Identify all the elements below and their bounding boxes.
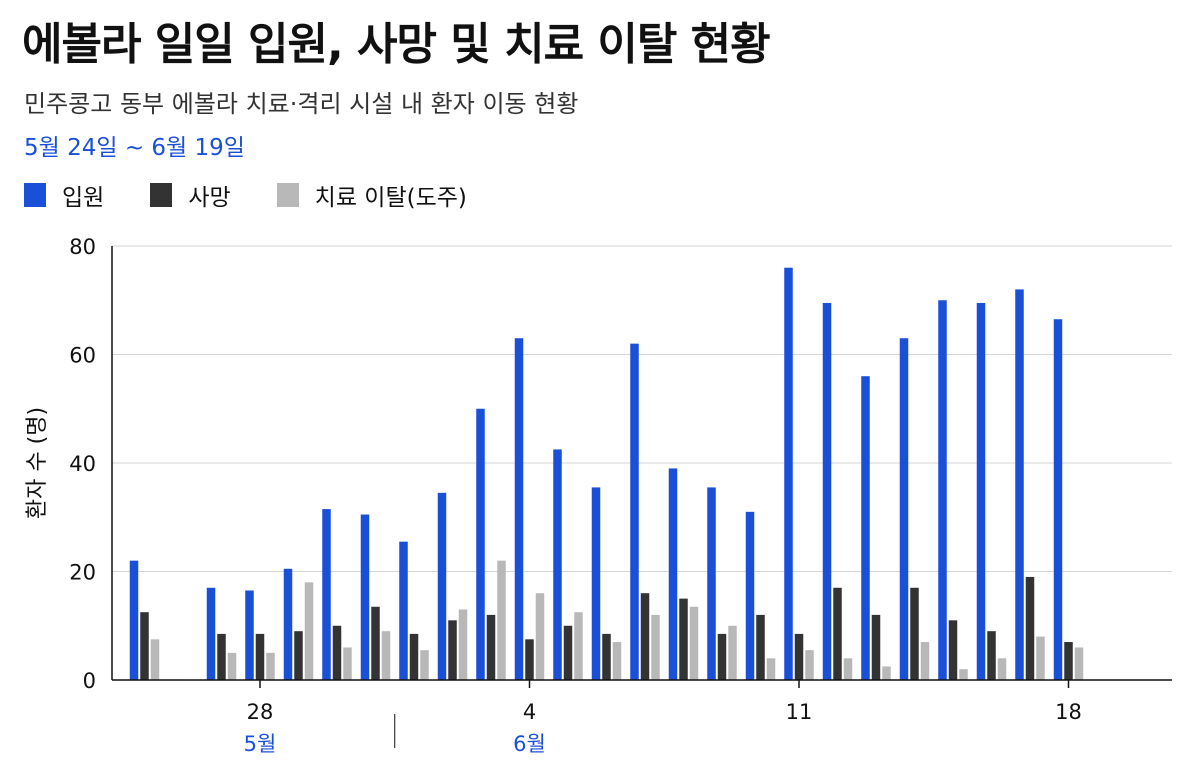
bar-death [140,612,149,680]
bar-death [294,631,303,680]
bar-admission [745,511,755,680]
chart-subtitle: 민주콩고 동부 에볼라 치료·격리 시설 내 환자 이동 현황 [24,90,579,118]
y-tick-label: 60 [69,344,96,368]
bar-admission [822,302,832,680]
bar-admission [1053,319,1063,680]
bar-admission [322,509,331,680]
bar-death [871,614,881,680]
bar-dropout [805,650,814,680]
bar-admission [630,343,639,680]
bar-dropout [1074,647,1084,680]
legend-swatch-admission [24,183,46,207]
bar-dropout [728,625,737,680]
legend-label-dropout: 치료 이탈(도주) [314,185,467,211]
x-tick-label: 28 [247,700,274,724]
bar-death [756,614,765,680]
bar-admission [1015,289,1024,680]
bar-dropout [227,652,237,680]
bar-death [833,587,842,680]
bar-dropout [535,593,545,680]
month-label: 5월 [244,732,277,756]
bar-dropout [920,642,930,680]
bar-death [640,593,650,680]
bar-dropout [150,639,160,680]
bar-admission [591,487,601,680]
date-range: 5월 24일 ~ 6월 19일 [24,135,245,161]
legend: 입원 사망 치료 이탈(도주) [24,178,513,212]
bar-death [987,631,996,680]
bar-death [217,633,226,680]
bar-admission [206,587,216,680]
bar-dropout [612,642,622,680]
x-tick-label: 11 [786,700,813,724]
bar-admission [707,487,716,680]
bar-death [409,633,419,680]
bar-death [332,625,342,680]
bar-dropout [343,647,352,680]
bar-death [525,639,534,680]
bar-admission [668,468,678,680]
bar-admission [514,338,524,680]
bar-dropout [843,658,853,680]
bar-dropout [266,652,275,680]
bar-admission [861,376,870,680]
bar-death [602,633,611,680]
legend-item-dropout: 치료 이탈(도주) [276,178,467,212]
bar-dropout [651,614,660,680]
bar-death [563,625,573,680]
bar-dropout [574,612,583,680]
bar-dropout [420,650,429,680]
bar-admission [399,541,408,680]
bar-dropout [959,669,968,680]
bar-dropout [766,658,776,680]
bar-death [371,606,380,680]
y-tick-label: 0 [83,669,96,693]
bar-admission [476,408,485,680]
bar-dropout [882,666,891,680]
bar-admission [437,492,447,680]
legend-swatch-dropout [276,183,299,207]
bar-admission [553,449,562,680]
bar-admission [976,302,986,680]
bar-admission [129,560,139,680]
bar-death [448,620,457,680]
bar-admission [784,267,793,680]
bar-death [679,598,688,680]
bar-death [1064,642,1073,680]
bar-admission [245,590,254,680]
bar-dropout [458,609,468,680]
bar-dropout [497,560,506,680]
legend-label-death: 사망 [188,185,231,211]
x-tick-label: 4 [523,700,536,724]
bar-dropout [304,582,314,680]
legend-label-admission: 입원 [62,185,105,211]
bar-admission [899,338,909,680]
bar-admission [938,300,947,680]
bar-death [948,620,958,680]
x-tick-label: 18 [1055,700,1082,724]
bar-death [255,633,265,680]
bar-death [1025,576,1035,680]
legend-swatch-death [150,183,173,207]
legend-item-death: 사망 [150,178,231,212]
legend-item-admission: 입원 [24,178,104,212]
y-axis-label: 환자 수 (명) [25,407,50,519]
bar-admission [360,514,370,680]
bar-admission [283,568,293,680]
bar-death [717,633,727,680]
chart-title: 에볼라 일일 입원, 사망 및 치료 이탈 현황 [22,19,771,70]
bar-dropout [997,658,1007,680]
bar-death [486,614,496,680]
month-label: 6월 [513,732,546,756]
bar-death [794,633,804,680]
y-tick-label: 20 [69,561,96,585]
bar-dropout [1036,636,1045,680]
y-tick-label: 40 [69,452,96,476]
y-tick-label: 80 [69,235,96,259]
bar-death [910,587,919,680]
bar-dropout [689,606,699,680]
bar-dropout [381,631,391,680]
